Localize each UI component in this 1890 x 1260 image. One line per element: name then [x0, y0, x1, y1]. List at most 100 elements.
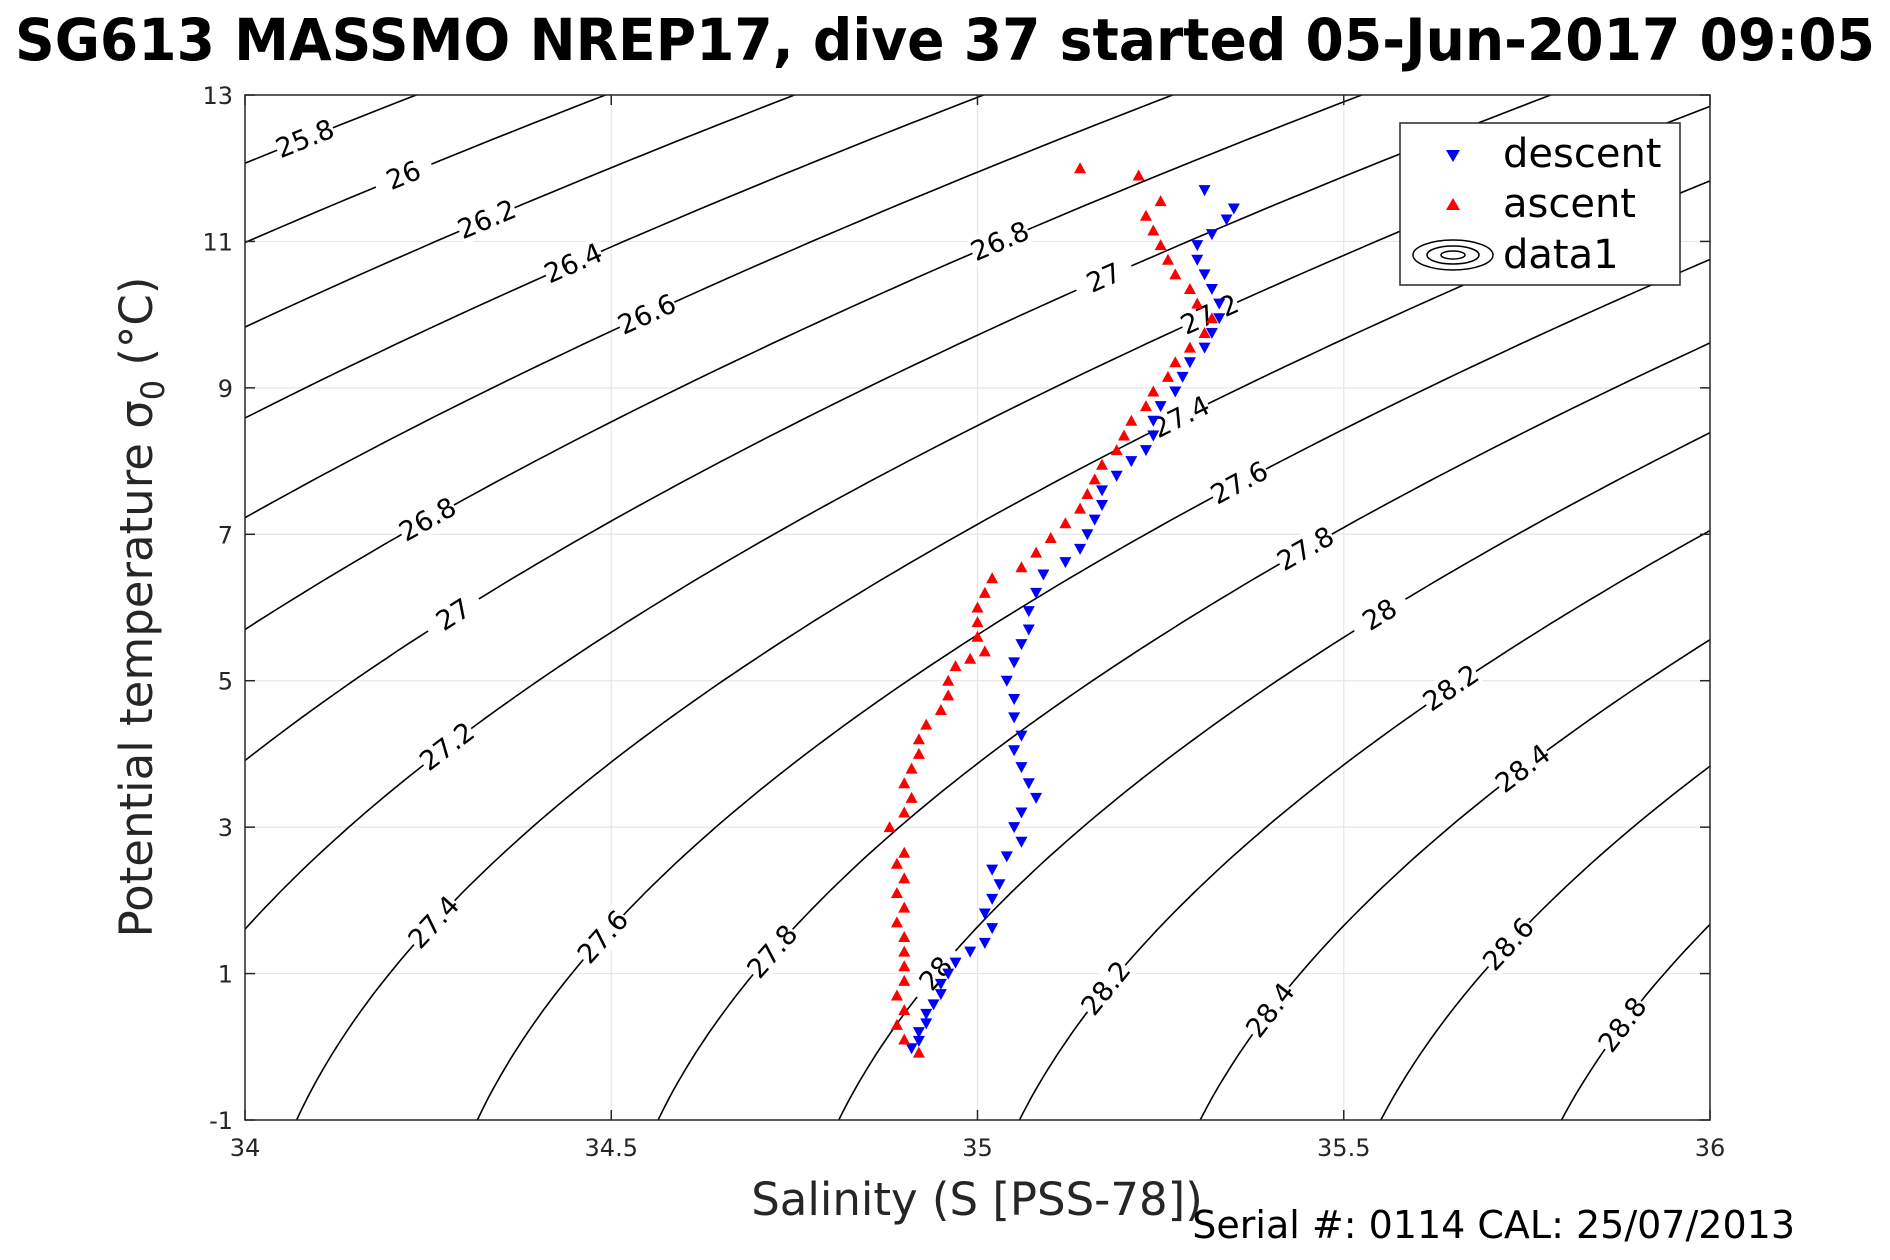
contour-label-bg	[1070, 252, 1138, 304]
descent-point	[1205, 284, 1218, 296]
legend-descent-label: descent	[1503, 131, 1661, 177]
contour-label-bg	[394, 491, 462, 548]
descent-point	[1037, 569, 1050, 581]
y-tick-label: 13	[202, 82, 233, 110]
contour-label-bg	[420, 586, 487, 644]
contour-label-bg	[1592, 991, 1653, 1058]
contour-label-bg	[1240, 977, 1301, 1044]
contour-label-bg	[571, 904, 635, 970]
descent-point	[1015, 762, 1028, 774]
descent-point	[1000, 851, 1013, 863]
descent-point	[1198, 342, 1211, 354]
descent-point	[1008, 657, 1021, 669]
contour-label-bg	[1489, 738, 1556, 799]
descent-point	[978, 908, 991, 920]
ascent-point	[898, 872, 911, 884]
descent-point	[1220, 214, 1233, 226]
descent-point	[1074, 543, 1087, 555]
contour-label-bg	[1477, 912, 1541, 977]
ascent-point	[1161, 370, 1174, 382]
y-axis-label-main: Potential temperature σ	[110, 400, 163, 937]
chart-title: SG613 MASSMO NREP17, dive 37 started 05-…	[15, 6, 1875, 74]
descent-point	[912, 1035, 925, 1047]
y-axis-label: Potential temperature σ0 (°C)	[110, 277, 172, 938]
x-tick-label: 34.5	[585, 1134, 638, 1162]
contour-label-bg	[1176, 288, 1244, 341]
contour-line-27.6	[476, 258, 1710, 1120]
descent-point	[1169, 386, 1182, 398]
contour-label-27: 27	[1070, 252, 1138, 304]
ascent-point	[1183, 283, 1196, 295]
ascent-point	[898, 1004, 911, 1016]
descent-point	[949, 957, 962, 969]
ascent-point	[898, 974, 911, 986]
serial-cal-footer: Serial #: 0114 CAL: 25/07/2013	[1192, 1203, 1795, 1247]
ascent-point	[898, 777, 911, 789]
ascent-point	[898, 846, 911, 858]
descent-point	[1205, 327, 1218, 339]
y-tick-label: 3	[218, 814, 233, 842]
contour-label-bg	[1272, 521, 1340, 577]
y-tick-label: 5	[218, 668, 233, 696]
descent-point	[1198, 269, 1211, 281]
ascent-point	[905, 762, 918, 774]
descent-point	[1015, 836, 1028, 848]
descent-point	[1022, 778, 1035, 790]
descent-point	[1176, 371, 1189, 383]
ascent-point	[1154, 195, 1167, 207]
descent-point	[1000, 675, 1013, 687]
ascent-point	[905, 791, 918, 803]
ascent-point	[890, 1018, 903, 1030]
contour-line-28.6	[1379, 765, 1710, 1120]
ascent-point	[934, 704, 947, 715]
contour-label-bg	[1417, 658, 1485, 718]
ascent-point	[964, 652, 977, 664]
descent-point	[1030, 792, 1043, 804]
contour-line-26.4	[245, 95, 986, 419]
descent-point	[1015, 807, 1028, 819]
descent-point	[920, 1008, 933, 1020]
ascent-point	[1044, 531, 1057, 543]
descent-point	[993, 879, 1006, 891]
ascent-point	[890, 857, 903, 869]
ascent-point	[949, 660, 962, 672]
contour-label-bg	[402, 890, 466, 955]
ascent-point	[1096, 458, 1109, 470]
ascent-point	[898, 806, 911, 818]
descent-point	[934, 989, 947, 1001]
y-tick-label: 7	[218, 521, 233, 549]
descent-point	[1008, 694, 1021, 706]
ascent-point	[971, 630, 984, 642]
descent-series	[905, 185, 1240, 1055]
ascent-point	[1081, 488, 1094, 500]
contour-label-bg	[1075, 955, 1137, 1021]
ascent-point	[986, 572, 999, 584]
ascent-point	[942, 674, 955, 686]
x-tick-label: 35	[962, 1134, 993, 1162]
contour-line-26.2	[245, 95, 797, 328]
ascent-point	[978, 586, 991, 598]
ascent-point	[898, 945, 911, 957]
ascent-point	[898, 930, 911, 942]
descent-point	[1096, 485, 1109, 497]
ascent-point	[1015, 561, 1028, 573]
ascent-point	[1147, 385, 1160, 397]
contour-label-bg	[414, 716, 481, 777]
contour-line-27.2	[245, 105, 1710, 931]
y-tick-label: -1	[209, 1107, 233, 1135]
descent-point	[1008, 712, 1021, 724]
descent-point	[1088, 514, 1101, 526]
descent-point	[1030, 587, 1043, 599]
legend-descent-marker	[1446, 150, 1460, 162]
legend-ascent-label: ascent	[1503, 181, 1636, 227]
x-axis-label: Salinity (S [PSS-78])	[751, 1173, 1203, 1226]
contour-line-28.4	[1199, 638, 1710, 1120]
descent-point	[1096, 500, 1109, 511]
contour-label-bg	[613, 288, 681, 341]
ascent-series	[883, 162, 1218, 1058]
contour-label-bg	[453, 193, 521, 246]
ascent-point	[1205, 312, 1218, 324]
y-tick-label: 11	[202, 228, 233, 256]
